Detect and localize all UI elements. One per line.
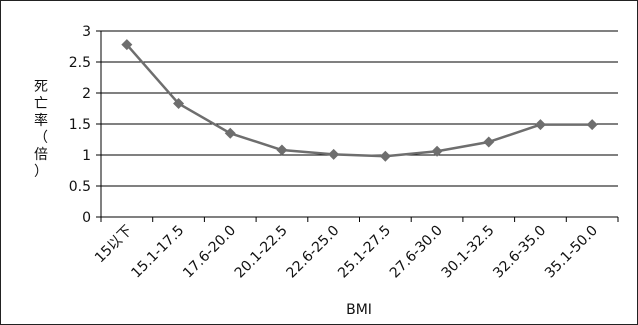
- data-point-4: [328, 148, 340, 160]
- axis-titles: 死亡率（倍） BMI: [34, 79, 372, 318]
- data-point-8: [534, 119, 546, 131]
- y-tick-label-5: 2.5: [69, 55, 91, 71]
- x-tick-label-5: 25.1-27.5: [335, 223, 394, 282]
- y-tick-label-0: 0: [82, 210, 91, 226]
- x-tick-label-0: 15以下: [92, 223, 136, 267]
- y-axis-title: 死亡率（倍）: [34, 79, 48, 180]
- x-tick-label-2: 17.6-20.0: [180, 223, 239, 282]
- y-tick-label-2: 1: [82, 148, 91, 164]
- series-line: [125, 43, 593, 158]
- data-point-5: [379, 150, 391, 162]
- x-tick-label-7: 30.1-32.5: [439, 223, 498, 282]
- y-tick-label-4: 2: [82, 86, 91, 102]
- series-line-path: [125, 43, 593, 158]
- y-tick-label-6: 3: [82, 24, 91, 40]
- y-tick-labels: 0 0.5 1 1.5 2 2.5 3: [69, 24, 91, 226]
- x-tick-labels: 15以下15.1-17.517.6-20.020.1-22.522.6-25.0…: [92, 223, 601, 282]
- y-tick-label-3: 1.5: [69, 117, 91, 133]
- x-tick-label-9: 35.1-50.0: [542, 223, 601, 282]
- data-point-2: [224, 127, 236, 139]
- axes: [96, 30, 619, 222]
- data-point-7: [483, 136, 495, 148]
- x-tick-label-4: 22.6-25.0: [284, 223, 343, 282]
- data-point-1: [173, 98, 185, 110]
- data-point-9: [586, 119, 598, 131]
- x-tick-label-6: 27.6-30.0: [387, 223, 446, 282]
- data-point-6: [431, 145, 443, 157]
- data-point-0: [121, 39, 133, 51]
- series-markers: [121, 39, 598, 162]
- y-tick-label-1: 0.5: [69, 179, 91, 195]
- x-tick-label-3: 20.1-22.5: [232, 223, 291, 282]
- grid-lines: [101, 30, 618, 187]
- x-tick-label-1: 15.1-17.5: [128, 223, 187, 282]
- x-axis-title: BMI: [346, 302, 372, 318]
- data-point-3: [276, 144, 288, 156]
- x-tick-label-8: 32.6-35.0: [490, 223, 549, 282]
